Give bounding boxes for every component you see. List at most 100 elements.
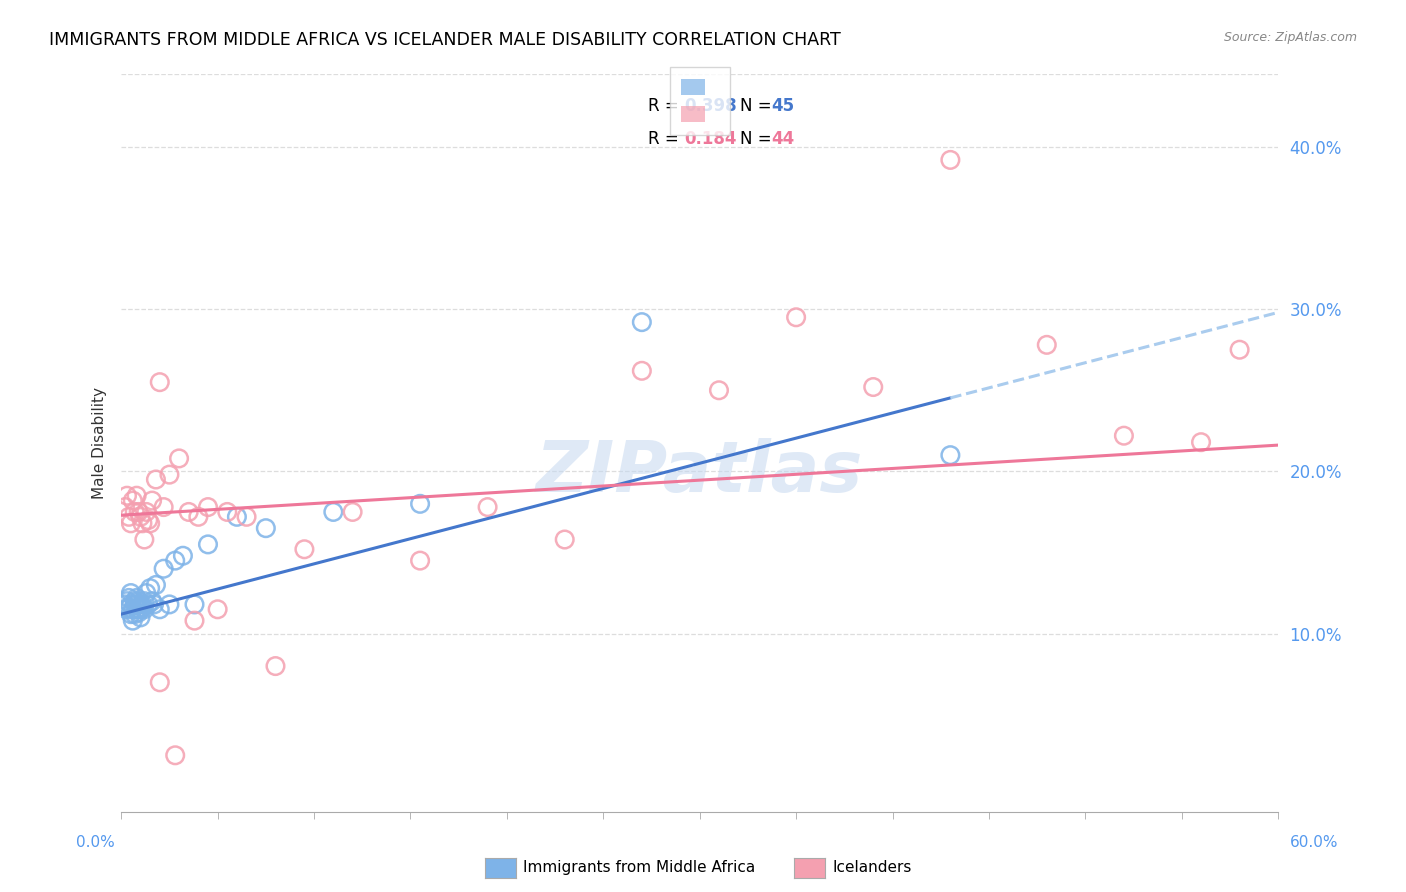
Point [217,505,239,519]
Point [172,549,194,563]
Point [167,451,190,466]
Point [1189,435,1212,450]
Point [128,606,150,620]
Point [149,602,172,616]
Point [785,310,807,325]
Point [115,489,138,503]
Text: Source: ZipAtlas.com: Source: ZipAtlas.com [1223,31,1357,45]
Point [631,315,654,329]
Point [254,521,277,535]
Point [120,586,142,600]
Point [124,505,146,519]
Point [183,614,205,628]
Point [124,607,146,622]
Point [554,533,576,547]
Point [165,748,187,763]
Point [115,602,138,616]
Point [152,500,174,514]
Point [141,594,163,608]
Point [707,384,730,398]
Point [159,598,181,612]
Point [152,562,174,576]
Point [409,497,432,511]
Point [477,500,499,514]
Point [125,602,148,616]
Text: N =: N = [740,130,778,148]
Point [125,489,148,503]
Point [131,516,153,531]
Point [187,509,209,524]
Point [235,509,257,524]
Point [121,614,143,628]
Point [1036,338,1059,352]
Point [136,598,159,612]
Point [197,500,219,514]
Point [118,600,141,615]
Point [115,594,138,608]
Point [862,380,884,394]
Text: ZIPatlas: ZIPatlas [536,438,863,507]
Point [118,509,141,524]
Point [207,602,229,616]
Point [143,598,166,612]
Point [1229,343,1251,357]
Point [125,591,148,605]
Point [145,578,167,592]
Point [264,659,287,673]
Point [177,505,200,519]
Point [139,581,162,595]
Point [136,513,159,527]
Point [139,516,162,531]
Text: Immigrants from Middle Africa: Immigrants from Middle Africa [523,861,755,875]
Point [183,598,205,612]
Point [131,598,153,612]
Point [135,505,157,519]
Point [131,600,153,615]
Point [149,675,172,690]
Text: R =: R = [648,130,683,148]
Point [145,473,167,487]
Point [129,602,152,616]
Point [322,505,344,519]
Point [128,594,150,608]
Point [124,594,146,608]
Point [197,537,219,551]
Point [120,516,142,531]
Point [114,500,136,514]
Point [118,591,141,605]
Point [134,533,156,547]
Y-axis label: Male Disability: Male Disability [93,387,107,499]
Point [129,610,152,624]
Text: 45: 45 [772,96,794,115]
Text: 60.0%: 60.0% [1291,836,1339,850]
Point [120,598,142,612]
Point [128,505,150,519]
Point [342,505,364,519]
Text: 0.398: 0.398 [685,96,737,115]
Point [129,598,152,612]
Text: IMMIGRANTS FROM MIDDLE AFRICA VS ICELANDER MALE DISABILITY CORRELATION CHART: IMMIGRANTS FROM MIDDLE AFRICA VS ICELAND… [49,31,841,49]
Point [121,602,143,616]
Point [125,598,148,612]
Point [129,509,152,524]
Point [631,364,654,378]
Text: 44: 44 [772,130,794,148]
Point [1112,428,1135,442]
Text: 0.0%: 0.0% [76,836,115,850]
Point [114,598,136,612]
Point [149,375,172,389]
Point [134,602,156,616]
Point [128,602,150,616]
Point [135,586,157,600]
Point [134,594,156,608]
Point [124,598,146,612]
Point [165,553,187,567]
Text: 0.184: 0.184 [685,130,737,148]
Point [939,153,962,167]
Point [141,493,163,508]
Point [120,607,142,622]
Text: R =: R = [648,96,683,115]
Point [939,448,962,462]
Point [409,553,432,567]
Point [294,542,316,557]
